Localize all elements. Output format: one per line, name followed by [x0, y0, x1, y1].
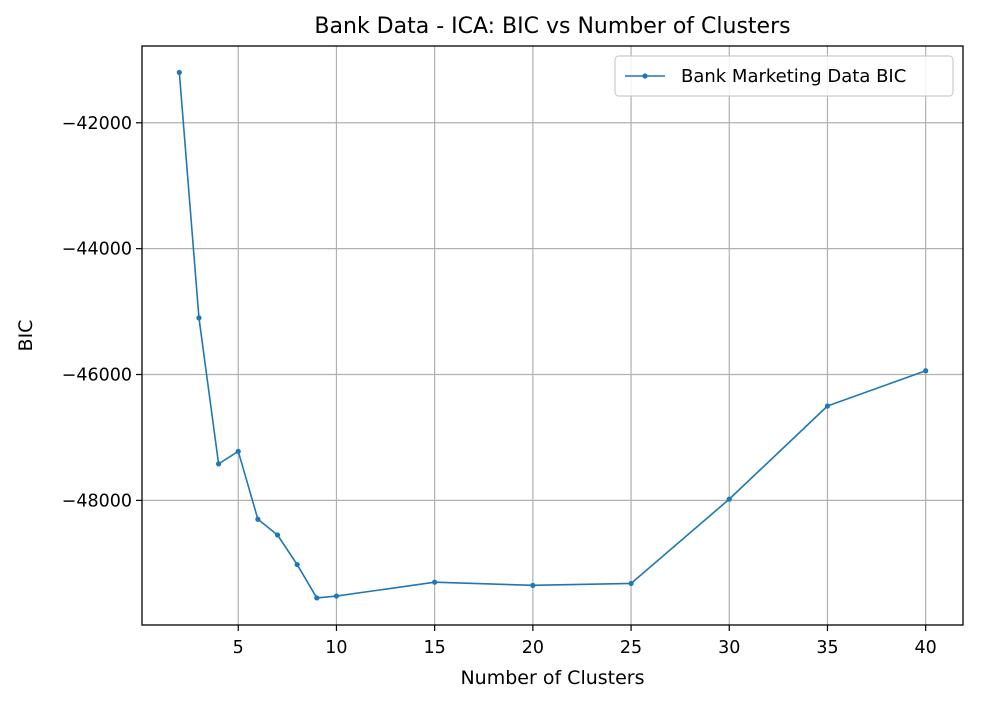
y-axis-label: BIC	[15, 320, 37, 352]
data-point	[726, 496, 732, 502]
data-point	[530, 582, 536, 588]
legend-label: Bank Marketing Data BIC	[681, 66, 906, 87]
data-point	[432, 579, 438, 585]
y-tick-label: −42000	[62, 114, 132, 134]
chart-title: Bank Data - ICA: BIC vs Number of Cluste…	[314, 14, 790, 39]
grid-lines	[142, 46, 963, 625]
plot-frame	[141, 45, 964, 626]
data-point	[255, 516, 261, 522]
data-point	[628, 580, 634, 587]
series-group	[176, 69, 929, 601]
x-axis-label: Number of Clusters	[460, 667, 644, 689]
x-tick-label: 15	[424, 638, 446, 658]
data-point	[216, 461, 222, 467]
data-point	[314, 595, 320, 601]
y-tick-label: −44000	[62, 240, 132, 260]
x-tick-label: 5	[233, 638, 244, 658]
data-point	[824, 403, 831, 409]
x-tick-label: 30	[718, 638, 740, 658]
y-tick-label: −48000	[62, 491, 132, 511]
data-point	[196, 315, 202, 321]
x-tick-label: 10	[325, 638, 347, 658]
y-tick-label: −46000	[62, 366, 132, 386]
data-point	[333, 593, 340, 599]
data-point	[923, 368, 929, 374]
x-tick-label: 35	[816, 638, 838, 658]
x-tick-label: 20	[522, 638, 544, 658]
legend-marker	[642, 73, 648, 79]
data-point	[274, 532, 281, 538]
axis-ticks: 5 10 15 20 25 30 35 40 −42000 −44000 −46000 −48000	[62, 114, 937, 658]
data-point	[294, 561, 300, 568]
data-point	[176, 69, 182, 76]
x-tick-label: 40	[915, 638, 937, 658]
legend: Bank Marketing Data BIC	[614, 55, 954, 97]
legend-box	[614, 55, 954, 97]
x-tick-label: 25	[620, 638, 642, 658]
data-point	[235, 448, 241, 454]
